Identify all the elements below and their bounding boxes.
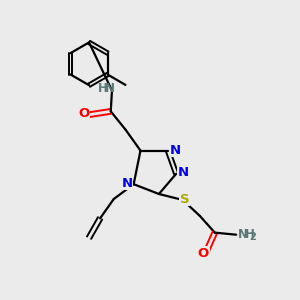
Text: N: N (105, 82, 115, 95)
Text: H: H (244, 228, 254, 241)
Text: S: S (180, 193, 190, 206)
Text: N: N (169, 143, 181, 157)
Text: O: O (78, 107, 90, 120)
Text: N: N (178, 167, 189, 179)
Text: N: N (238, 228, 248, 241)
Text: H: H (98, 82, 108, 95)
Text: N: N (122, 177, 133, 190)
Text: 2: 2 (249, 232, 256, 242)
Text: O: O (198, 247, 209, 260)
